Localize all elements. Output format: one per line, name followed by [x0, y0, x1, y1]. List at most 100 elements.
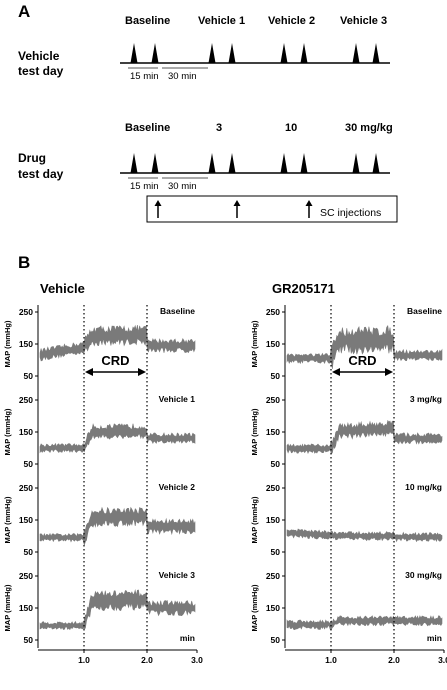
left-row4-ytick-label-150: 150 [19, 603, 33, 613]
right-trace-label-3: 10 mg/kg [405, 482, 442, 492]
vehicle-row-label-line2: test day [18, 64, 64, 78]
left-row1-ytick-label-50: 50 [24, 371, 34, 381]
left-trace-label-2: Vehicle 1 [159, 394, 196, 404]
vehicle-interval-30-label: 30 min [168, 71, 197, 82]
left-crd-arrow-right [138, 368, 146, 376]
left-trace-3 [39, 506, 196, 547]
left-trace-label-3: Vehicle 2 [159, 482, 196, 492]
left-xtick-label-2: 2.0 [141, 655, 153, 665]
right-xtick-label-3: 3.0 [438, 655, 447, 665]
drug-stimulus-triangle-4 [228, 153, 236, 173]
right-row4-ytick-label-150: 150 [266, 603, 280, 613]
right-row4-y-axis-label: MAP (mmHg) [250, 584, 259, 631]
right-row2-ytick-label-150: 150 [266, 427, 280, 437]
right-trace-1 [286, 325, 443, 369]
left-xtick-label-1: 1.0 [78, 655, 90, 665]
drug-stimulus-triangle-7 [352, 153, 360, 173]
drug-stimulus-triangle-5 [280, 153, 288, 173]
vehicle-stage-vehicle-2: Vehicle 2 [268, 15, 315, 27]
right-row2-ytick-label-250: 250 [266, 395, 280, 405]
vehicle-stimulus-triangle-7 [352, 43, 360, 63]
drug-row-label-line2: test day [18, 167, 64, 181]
drug-stimulus-triangle-1 [130, 153, 138, 173]
left-row4-y-axis-label: MAP (mmHg) [3, 584, 12, 631]
left-row3-y-axis-label: MAP (mmHg) [3, 496, 12, 543]
drug-stimulus-triangle-6 [300, 153, 308, 173]
left-trace-1 [39, 324, 196, 362]
left-crd-arrow-left [85, 368, 93, 376]
left-crd-label: CRD [101, 353, 129, 368]
right-crd-arrow-right [385, 368, 393, 376]
left-trace-4 [39, 589, 196, 631]
vehicle-stimulus-triangle-8 [372, 43, 380, 63]
right-row3-ytick-label-50: 50 [271, 547, 281, 557]
drug-row-label-line1: Drug [18, 151, 46, 165]
right-crd-arrow-left [332, 368, 340, 376]
panel-a-letter: A [18, 2, 30, 21]
right-xtick-label-1: 1.0 [325, 655, 337, 665]
vehicle-stage-baseline: Baseline [125, 15, 170, 27]
left-panel-title: Vehicle [40, 281, 85, 296]
left-row2-ytick-label-50: 50 [24, 459, 34, 469]
vehicle-stimulus-triangle-2 [151, 43, 159, 63]
left-row3-ytick-label-250: 250 [19, 483, 33, 493]
left-xtick-label-3: 3.0 [191, 655, 203, 665]
vehicle-trace-panel: 250 150 50 Baseline 250 150 50 Vehicle 1 250 150 5… [3, 305, 203, 665]
vehicle-stimulus-triangle-4 [228, 43, 236, 63]
right-crd-label: CRD [348, 353, 376, 368]
vehicle-stimulus-triangle-3 [208, 43, 216, 63]
right-row3-ytick-label-250: 250 [266, 483, 280, 493]
right-row3-y-axis-label: MAP (mmHg) [250, 496, 259, 543]
vehicle-stimulus-triangle-6 [300, 43, 308, 63]
right-trace-3 [286, 528, 443, 543]
injection-box-frame [146, 195, 398, 223]
left-x-unit: min [180, 633, 195, 643]
left-row2-y-axis-label: MAP (mmHg) [3, 408, 12, 455]
injection-arrows [154, 200, 313, 218]
left-trace-label-1: Baseline [160, 306, 195, 316]
left-row2-ytick-label-150: 150 [19, 427, 33, 437]
left-row4-ytick-label-250: 250 [19, 571, 33, 581]
left-row1-ytick-label-150: 150 [19, 339, 33, 349]
right-trace-label-2: 3 mg/kg [410, 394, 442, 404]
right-panel-title: GR205171 [272, 281, 335, 296]
sc-injection-box: SC injections [146, 195, 398, 223]
right-row4-ytick-label-250: 250 [266, 571, 280, 581]
vehicle-stimulus-triangles [130, 43, 380, 63]
injection-arrow-head-3 [305, 200, 313, 206]
drug-protocol-row: Drug test day Baseline 3 10 30 mg/kg 15 … [18, 122, 393, 192]
vehicle-stage-vehicle-1: Vehicle 1 [198, 15, 245, 27]
drug-stimulus-triangle-2 [151, 153, 159, 173]
right-trace-2 [286, 419, 443, 455]
gr205171-trace-panel: 250 150 50 Baseline 250 150 50 3 mg/kg 250 150 50 1… [250, 305, 447, 665]
panel-b-letter: B [18, 253, 30, 272]
right-row1-y-axis-label: MAP (mmHg) [250, 320, 259, 367]
drug-stimulus-triangles [130, 153, 380, 173]
drug-interval-30-label: 30 min [168, 181, 197, 192]
left-row3-ytick-label-150: 150 [19, 515, 33, 525]
left-row1-y-axis-label: MAP (mmHg) [3, 320, 12, 367]
right-row3-ytick-label-150: 150 [266, 515, 280, 525]
drug-stage-baseline: Baseline [125, 122, 170, 134]
injection-label: SC injections [320, 207, 381, 219]
drug-stage-30: 30 mg/kg [345, 122, 393, 134]
left-trace-2 [39, 423, 196, 454]
injection-arrow-head-1 [154, 200, 162, 206]
drug-stage-3: 3 [216, 122, 222, 134]
vehicle-row-label-line1: Vehicle [18, 49, 60, 63]
right-trace-label-1: Baseline [407, 306, 442, 316]
right-row1-ytick-label-250: 250 [266, 307, 280, 317]
right-row1-ytick-label-50: 50 [271, 371, 281, 381]
right-row2-y-axis-label: MAP (mmHg) [250, 408, 259, 455]
right-row4-ytick-label-50: 50 [271, 635, 281, 645]
left-row3-ytick-label-50: 50 [24, 547, 34, 557]
right-xtick-label-2: 2.0 [388, 655, 400, 665]
left-row1-ytick-label-250: 250 [19, 307, 33, 317]
left-row4-ytick-label-50: 50 [24, 635, 34, 645]
right-trace-4 [286, 615, 443, 631]
right-row1-ytick-label-150: 150 [266, 339, 280, 349]
right-x-unit: min [427, 633, 442, 643]
right-trace-label-4: 30 mg/kg [405, 570, 442, 580]
vehicle-protocol-row: Vehicle test day Baseline Vehicle 1 Vehi… [18, 15, 390, 82]
